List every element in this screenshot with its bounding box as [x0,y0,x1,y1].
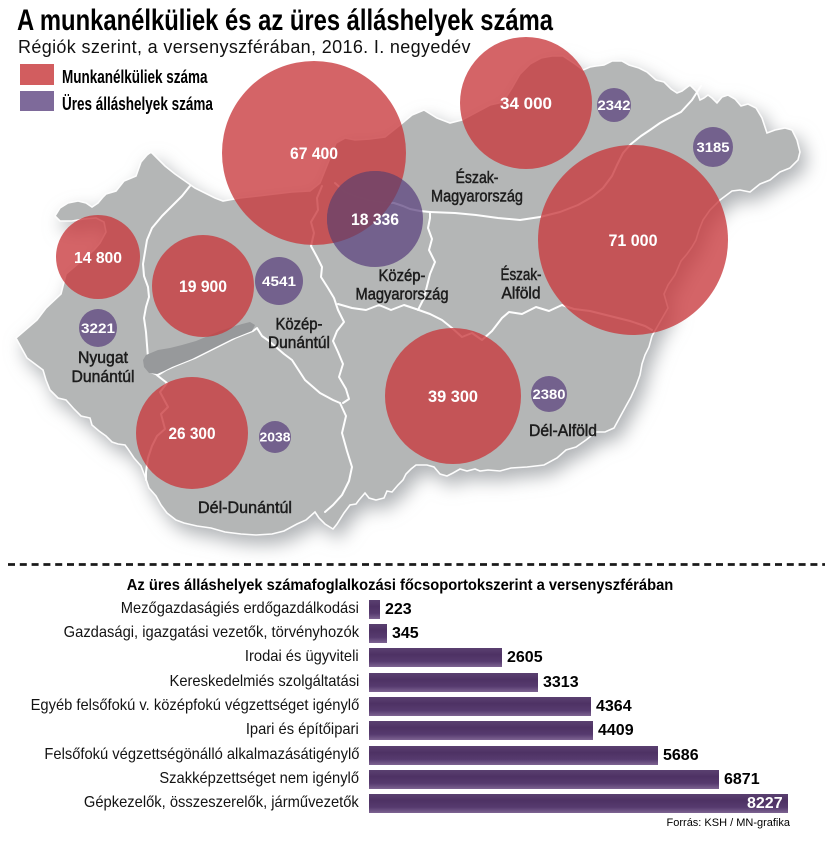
svg-text:3185: 3185 [697,140,731,155]
svg-text:Nyugat: Nyugat [78,349,128,367]
svg-text:14 800: 14 800 [74,250,122,267]
svg-text:Dunántúl: Dunántúl [268,334,330,352]
svg-text:Dél-Dunántúl: Dél-Dunántúl [198,499,292,517]
svg-text:Dunántúl: Dunántúl [72,368,135,386]
svg-text:Közép-: Közép- [379,267,426,285]
svg-text:26 300: 26 300 [169,424,216,443]
svg-text:4541: 4541 [262,274,297,289]
svg-text:2038: 2038 [260,430,291,445]
svg-text:2380: 2380 [533,387,566,402]
svg-text:2342: 2342 [598,98,631,113]
svg-text:Alföld: Alföld [502,285,541,303]
svg-text:71 000: 71 000 [609,231,658,250]
svg-text:34 000: 34 000 [500,94,552,113]
svg-text:Magyarország: Magyarország [356,286,449,304]
svg-text:39 300: 39 300 [428,387,478,406]
svg-text:67 400: 67 400 [290,144,338,163]
svg-text:Magyarország: Magyarország [431,188,523,206]
svg-text:Dél-Alföld: Dél-Alföld [529,422,597,440]
svg-text:18 336: 18 336 [351,211,399,229]
svg-text:Észak-: Észak- [501,265,542,284]
svg-text:19 900: 19 900 [179,277,227,296]
svg-text:Közép-: Közép- [276,316,323,334]
svg-text:3221: 3221 [81,321,116,336]
svg-text:Észak-: Észak- [456,168,499,187]
